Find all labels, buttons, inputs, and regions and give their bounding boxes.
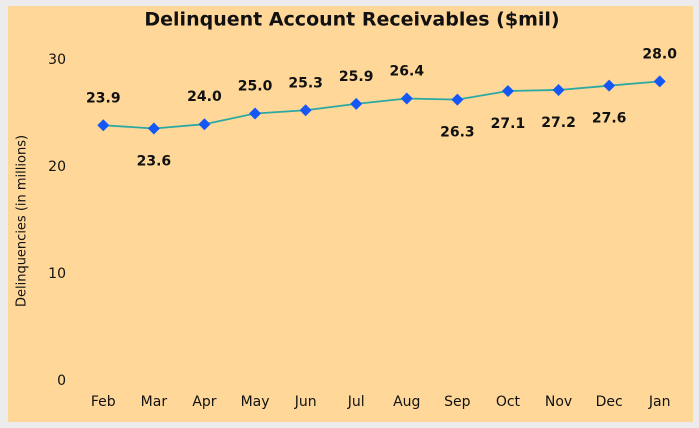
marker [451, 93, 464, 106]
marker [97, 119, 110, 132]
x-tick-label: Jul [347, 394, 365, 410]
x-tick-label: Mar [141, 394, 168, 410]
data-label: 25.9 [339, 69, 374, 85]
chart-title: Delinquent Account Receivables ($mil) [144, 9, 559, 31]
marker [603, 79, 616, 92]
x-tick-label: Oct [496, 394, 521, 410]
y-tick-label: 20 [48, 159, 66, 175]
x-tick-label: Apr [192, 394, 216, 410]
data-label: 27.2 [541, 115, 576, 131]
x-tick-label: Feb [91, 394, 116, 410]
marker [400, 92, 413, 105]
marker [249, 107, 262, 120]
marker [552, 83, 565, 96]
marker [147, 122, 160, 135]
x-tick-label: Jan [648, 394, 671, 410]
y-axis-label: Delinquencies (in millions) [15, 135, 30, 307]
data-label: 23.9 [86, 90, 121, 106]
marker [501, 85, 514, 98]
y-tick-label: 0 [57, 373, 66, 389]
y-tick-label: 30 [48, 52, 66, 68]
x-tick-label: Jun [294, 394, 317, 410]
y-tick-label: 10 [48, 266, 66, 282]
marker [350, 97, 363, 110]
data-label: 25.3 [288, 75, 323, 91]
x-tick-label: Sep [444, 394, 471, 410]
x-tick-label: Dec [596, 394, 623, 410]
data-label: 27.1 [491, 116, 526, 132]
x-tick-label: Aug [393, 394, 420, 410]
data-line [103, 80, 660, 130]
data-label: 26.3 [440, 125, 475, 141]
data-label: 26.4 [390, 64, 425, 80]
marker [198, 118, 211, 131]
x-tick-label: May [241, 394, 270, 410]
data-label: 27.6 [592, 111, 627, 127]
marker [653, 75, 666, 88]
data-label: 25.0 [238, 79, 273, 95]
data-label: 23.6 [137, 153, 172, 169]
marker [299, 104, 312, 117]
x-tick-label: Nov [545, 394, 572, 410]
chart-background [8, 6, 693, 422]
data-label: 28.0 [642, 46, 677, 62]
data-label: 24.0 [187, 89, 222, 105]
